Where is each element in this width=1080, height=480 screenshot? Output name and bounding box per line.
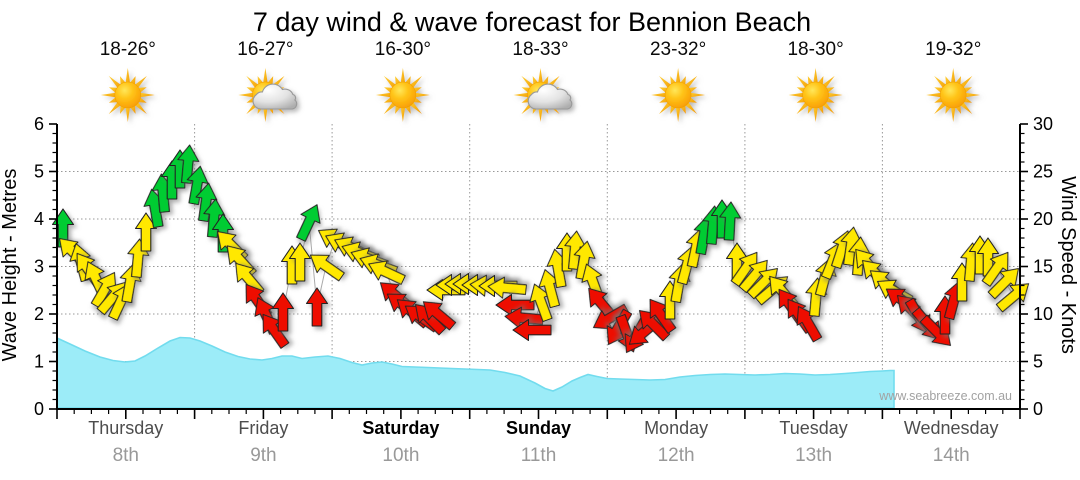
svg-text:11th: 11th xyxy=(521,445,557,466)
svg-text:Friday: Friday xyxy=(238,418,288,438)
svg-text:13th: 13th xyxy=(795,445,832,466)
svg-text:Wind Speed - Knots: Wind Speed - Knots xyxy=(1057,176,1079,354)
svg-text:25: 25 xyxy=(1033,162,1053,182)
svg-text:10th: 10th xyxy=(382,445,419,466)
svg-text:Wednesday: Wednesday xyxy=(904,418,999,438)
svg-text:23-32°: 23-32° xyxy=(650,39,706,60)
svg-text:3: 3 xyxy=(34,257,44,277)
svg-text:16-27°: 16-27° xyxy=(237,39,293,60)
svg-text:2: 2 xyxy=(34,304,44,324)
svg-text:1: 1 xyxy=(34,352,44,372)
svg-text:14th: 14th xyxy=(933,445,970,466)
svg-text:16-30°: 16-30° xyxy=(375,39,431,60)
svg-text:Tuesday: Tuesday xyxy=(779,418,847,438)
svg-text:5: 5 xyxy=(34,162,44,182)
svg-text:19-32°: 19-32° xyxy=(925,39,981,60)
svg-text:Thursday: Thursday xyxy=(88,418,163,438)
svg-text:Monday: Monday xyxy=(644,418,708,438)
svg-text:20: 20 xyxy=(1033,209,1053,229)
svg-text:15: 15 xyxy=(1033,257,1053,277)
svg-text:4: 4 xyxy=(34,209,44,229)
svg-text:0: 0 xyxy=(34,399,44,419)
svg-text:10: 10 xyxy=(1033,304,1053,324)
svg-text:18-26°: 18-26° xyxy=(100,39,156,60)
svg-text:9th: 9th xyxy=(250,445,276,466)
svg-text:18-33°: 18-33° xyxy=(512,39,568,60)
svg-text:6: 6 xyxy=(34,114,44,134)
svg-text:18-30°: 18-30° xyxy=(787,39,843,60)
svg-text:7 day wind & wave forecast for: 7 day wind & wave forecast for Bennion B… xyxy=(253,7,811,37)
svg-text:8th: 8th xyxy=(113,445,139,466)
svg-text:Sunday: Sunday xyxy=(506,418,571,438)
svg-text:0: 0 xyxy=(1033,399,1043,419)
svg-text:www.seabreeze.com.au: www.seabreeze.com.au xyxy=(878,389,1012,403)
svg-text:Wave Height - Metres: Wave Height - Metres xyxy=(0,169,21,362)
svg-text:5: 5 xyxy=(1033,352,1043,372)
svg-text:30: 30 xyxy=(1033,114,1053,134)
svg-text:Saturday: Saturday xyxy=(362,418,439,438)
svg-text:12th: 12th xyxy=(658,445,695,466)
